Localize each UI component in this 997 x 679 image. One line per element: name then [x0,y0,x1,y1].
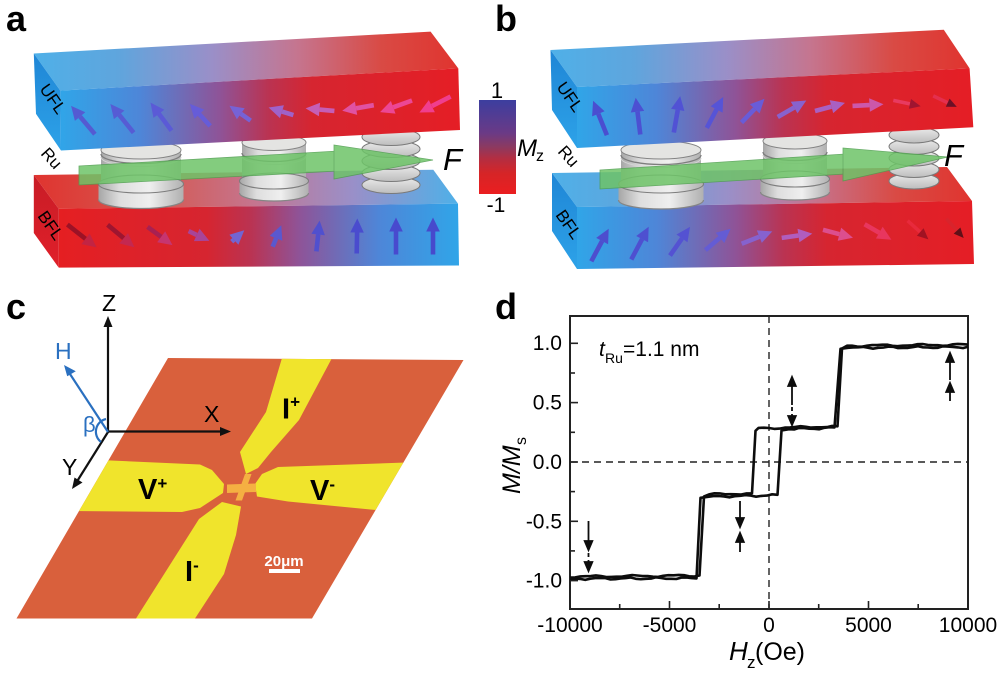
svg-text:t: t [599,338,606,361]
svg-text:F: F [944,138,965,173]
svg-text:-1.0: -1.0 [526,570,562,593]
svg-text:F: F [443,142,464,177]
svg-text:-0.5: -0.5 [526,510,562,533]
svg-text:-5000: -5000 [643,614,697,637]
svg-text:H: H [729,636,748,666]
svg-text:c: c [6,286,26,327]
svg-text:M: M [517,135,537,162]
svg-text:s: s [513,437,530,445]
svg-text:Z: Z [102,290,116,316]
svg-text:1: 1 [491,78,503,103]
svg-text:Y: Y [62,454,77,480]
svg-text:(Oe): (Oe) [755,638,805,666]
svg-text:X: X [204,401,219,427]
svg-text:Ru: Ru [605,350,623,366]
svg-text:20μm: 20μm [264,553,303,570]
svg-text:-1: -1 [487,194,506,217]
svg-text:0.0: 0.0 [533,451,562,474]
svg-text:d: d [495,286,517,327]
svg-text:b: b [495,0,517,39]
svg-text:z: z [536,148,544,165]
svg-text:10000: 10000 [939,614,997,637]
svg-text:1.0: 1.0 [533,332,562,355]
svg-text:=1.1 nm: =1.1 nm [623,338,699,361]
svg-text:a: a [6,0,27,39]
svg-text:β: β [83,412,96,437]
svg-text:-10000: -10000 [537,614,602,637]
svg-text:M/M: M/M [498,445,526,494]
svg-text:0: 0 [763,614,775,637]
svg-text:0.5: 0.5 [533,392,562,415]
svg-text:z: z [747,653,756,672]
svg-text:5000: 5000 [845,614,892,637]
svg-text:H: H [55,338,72,364]
